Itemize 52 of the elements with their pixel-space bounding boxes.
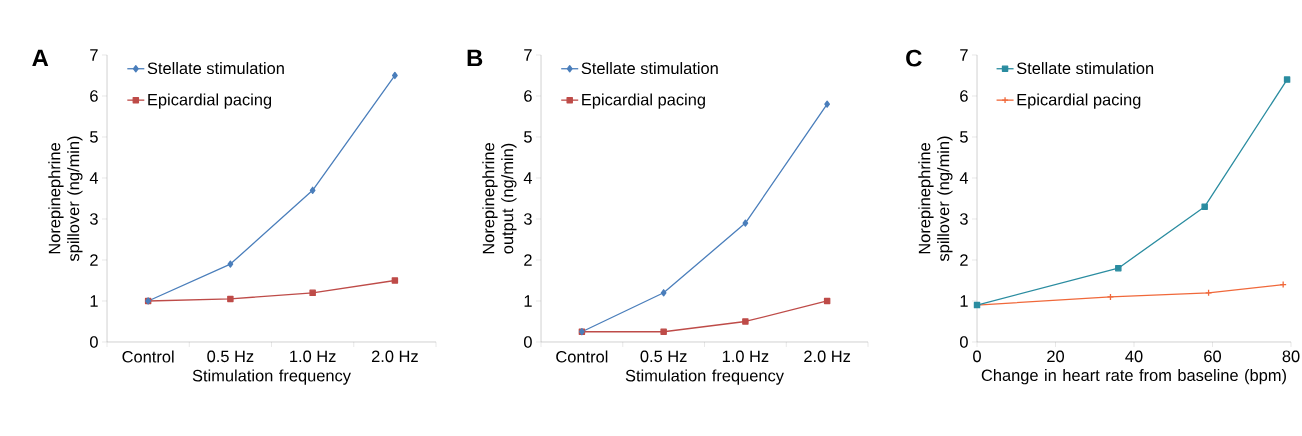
x-axis-title: Change in heart rate from baseline (bpm) [981, 368, 1286, 385]
y-tick-label: 6 [960, 90, 968, 102]
x-tick-label: 40 [1125, 350, 1143, 363]
x-tick-label: 0.5 Hz [640, 350, 687, 363]
chart-title: B [467, 49, 483, 67]
y-tick-label: 1 [960, 295, 968, 307]
y-tick-label: 7 [524, 49, 532, 61]
x-tick-label: 1.0 Hz [290, 350, 336, 363]
y-axis-title: Norepinephrine spillover (ng/min) [48, 136, 83, 262]
x-axis-title: Stimulation frequency [625, 369, 784, 385]
x-tick-label: Control [556, 350, 608, 363]
y-tick-label: 3 [959, 213, 968, 225]
legend-label: Stellate stimulation [581, 62, 718, 75]
y-tick-label: 0 [960, 336, 968, 348]
x-tick-label: 0.5 Hz [207, 350, 254, 363]
y-tick-label: 4 [89, 172, 99, 184]
y-tick-label: 4 [959, 172, 969, 184]
y-tick-label: 5 [90, 131, 98, 143]
y-tick-label: 6 [524, 90, 532, 102]
y-axis-title: Norepinephrine output (ng/min) [482, 143, 517, 254]
legend-label: Epicardial pacing [1017, 93, 1141, 109]
y-tick-label: 4 [523, 172, 533, 184]
x-tick-label: 0 [973, 350, 981, 363]
y-tick-label: 3 [89, 213, 98, 225]
x-tick-label: Control [122, 350, 174, 363]
y-tick-label: 2 [90, 254, 98, 266]
legend-label: Stellate stimulation [1016, 62, 1154, 75]
x-tick-label: 20 [1047, 350, 1065, 363]
x-axis-title: Stimulation frequency [192, 369, 351, 385]
legend-label: Stellate stimulation [147, 62, 284, 75]
x-tick-label: 1.0 Hz [722, 350, 769, 363]
chart-title: C [906, 49, 922, 67]
y-tick-label: 5 [960, 131, 968, 143]
legend-label: Epicardial pacing [148, 93, 272, 109]
legend-label: Epicardial pacing [582, 93, 705, 109]
y-tick-label: 0 [90, 336, 98, 348]
x-tick-label: 2.0 Hz [371, 350, 418, 363]
y-tick-label: 5 [524, 131, 532, 143]
y-tick-label: 7 [960, 49, 968, 61]
x-tick-label: 60 [1204, 350, 1222, 363]
y-tick-label: 1 [90, 295, 98, 307]
y-tick-label: 2 [524, 254, 532, 266]
y-tick-label: 2 [960, 254, 968, 266]
y-tick-label: 0 [524, 336, 532, 348]
y-axis-title: Norepinephrine spillover (ng/min) [918, 136, 953, 262]
x-tick-label: 80 [1282, 350, 1300, 363]
y-tick-label: 6 [90, 90, 98, 102]
x-tick-label: 2.0 Hz [804, 350, 851, 363]
chart-title: A [32, 49, 49, 67]
y-tick-label: 1 [524, 295, 532, 307]
y-tick-label: 3 [523, 213, 532, 225]
y-tick-label: 7 [90, 49, 98, 61]
